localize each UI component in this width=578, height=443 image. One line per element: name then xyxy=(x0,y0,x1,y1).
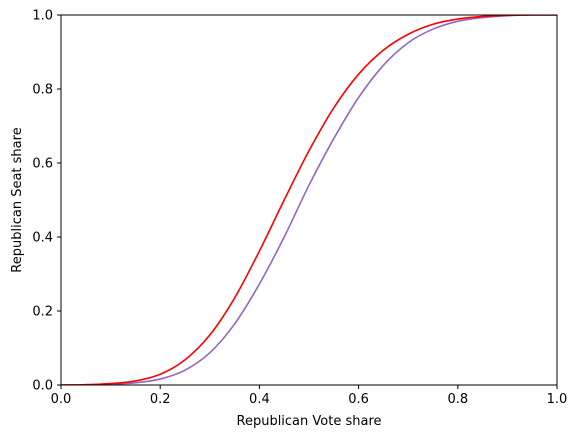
plot-frame xyxy=(60,14,558,386)
y-tick-label: 0.4 xyxy=(32,231,53,246)
plot-area xyxy=(61,15,557,385)
series-line-1 xyxy=(61,15,557,385)
axes: 0.0 0.2 0.4 0.6 0.8 1.0 0.0 0.2 0.4 0.6 0.8 1.0 xyxy=(32,9,567,408)
y-tick-label: 1.0 xyxy=(32,9,53,24)
y-tick-label: 0.2 xyxy=(32,305,53,320)
y-axis-label: Republican Seat share xyxy=(10,127,25,272)
y-tick-label: 0.8 xyxy=(32,83,53,98)
x-tick-label: 0.2 xyxy=(150,392,171,407)
x-tick-label: 0.4 xyxy=(249,392,270,407)
series-line-2 xyxy=(61,15,557,385)
x-tick-label: 1.0 xyxy=(547,392,568,407)
y-tick-label: 0.0 xyxy=(32,379,53,394)
x-tick-label: 0.6 xyxy=(348,392,369,407)
y-tick-label: 0.6 xyxy=(32,157,53,172)
x-axis-label: Republican Vote share xyxy=(237,414,382,429)
x-tick-label: 0.8 xyxy=(447,392,468,407)
x-tick-label: 0.0 xyxy=(51,392,72,407)
